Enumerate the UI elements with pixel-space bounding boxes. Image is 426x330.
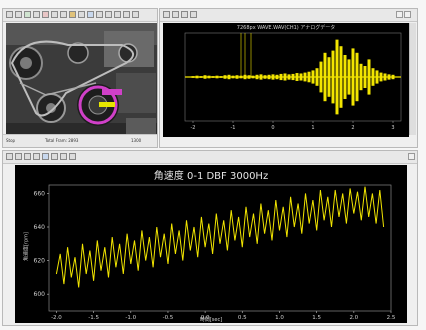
speed-ytick-2: 640 xyxy=(34,224,46,231)
wave-window: 7268px WAVE.WAV(CH1) アナログデータ -2 -1 0 1 2 3 xyxy=(159,8,418,148)
marker-icon[interactable] xyxy=(105,11,112,18)
speed-zoom-icon[interactable] xyxy=(24,153,31,160)
speed-open-icon[interactable] xyxy=(6,153,13,160)
speed-window: 角速度 0-1 DBF 3000Hz 600 620 640 660 -2.0 -1.5 -… xyxy=(2,150,418,326)
speed-title: 角速度 0-1 DBF 3000Hz xyxy=(153,171,269,182)
info-icon[interactable] xyxy=(132,11,139,18)
wave-xtick-3: 1 xyxy=(311,125,314,131)
speed-xtick-6: 1.0 xyxy=(275,315,284,321)
speed-xtick-8: 2.0 xyxy=(349,315,358,321)
wave-plot: 7268px WAVE.WAV(CH1) アナログデータ -2 -1 0 1 2 3 xyxy=(163,23,409,137)
speed-xtick-2: -1.0 xyxy=(125,315,136,321)
camera-window: Stop Total Fram: 2893 1300 xyxy=(2,8,158,148)
wave-zoom-icon[interactable] xyxy=(181,11,188,18)
wave-title: 7268px WAVE.WAV(CH1) アナログデータ xyxy=(236,25,336,31)
speed-ctl-a[interactable] xyxy=(408,153,415,160)
zoom-icon[interactable] xyxy=(51,11,58,18)
measure-icon[interactable] xyxy=(96,11,103,18)
speed-xtick-7: 1.5 xyxy=(312,315,321,321)
wave-ctl-b[interactable] xyxy=(396,11,403,18)
speed-plot: 角速度 0-1 DBF 3000Hz 600 620 640 660 -2.0 -1.5 -… xyxy=(15,165,407,323)
wave-open-icon[interactable] xyxy=(163,11,170,18)
camera-status-bar: Stop Total Fram: 2893 1300 xyxy=(3,134,157,147)
camera-status-frames: Total Fram: 2893 xyxy=(45,138,79,143)
speed-plot-frame xyxy=(48,184,392,312)
speed-series-line xyxy=(55,186,385,288)
grid-icon[interactable] xyxy=(78,11,85,18)
wave-xtick-5: 3 xyxy=(391,125,394,131)
wave-save-icon[interactable] xyxy=(172,11,179,18)
speed-marker-icon[interactable] xyxy=(60,153,67,160)
speed-ylabel: 角速度[rpm] xyxy=(23,232,30,262)
engine-photo xyxy=(6,23,157,139)
settings-icon[interactable] xyxy=(60,11,67,18)
wave-scrollbar[interactable] xyxy=(409,23,416,135)
save-icon[interactable] xyxy=(15,11,22,18)
color-icon[interactable] xyxy=(69,11,76,18)
camera-toolbar xyxy=(3,9,157,22)
engine-image xyxy=(6,23,157,139)
speed-xtick-5: 0.5 xyxy=(238,315,247,321)
print-icon[interactable] xyxy=(114,11,121,18)
stop-icon[interactable] xyxy=(33,11,40,18)
speed-print-icon[interactable] xyxy=(33,153,40,160)
speed-xlabel: 時間[sec] xyxy=(199,317,223,323)
speed-xtick-4: 0.0 xyxy=(201,315,210,321)
wave-xtick-4: 2 xyxy=(351,125,354,131)
speed-ytick-3: 660 xyxy=(34,190,46,197)
wave-ctl-a[interactable] xyxy=(404,11,411,18)
speed-save-icon[interactable] xyxy=(15,153,22,160)
play-icon[interactable] xyxy=(24,11,31,18)
speed-graph-icon[interactable] xyxy=(42,153,49,160)
speed-xtick-9: 2.5 xyxy=(387,315,396,321)
record-icon[interactable] xyxy=(42,11,49,18)
camera-status-left: Stop xyxy=(6,138,16,143)
speed-chart: 600 620 640 660 -2.0 -1.5 -1.0 -0.5 0.0 0.5 1.0 1.5… xyxy=(34,184,396,321)
help-icon[interactable] xyxy=(123,11,130,18)
wave-settings-icon[interactable] xyxy=(190,11,197,18)
wave-toolbar xyxy=(160,9,417,22)
open-icon[interactable] xyxy=(6,11,13,18)
speed-xtick-1: -1.5 xyxy=(88,315,99,321)
speed-ytick-1: 620 xyxy=(34,258,46,265)
speed-toolbar xyxy=(3,151,417,164)
speed-xtick-0: -2.0 xyxy=(51,315,62,321)
speed-xtick-3: -0.5 xyxy=(163,315,174,321)
wave-chart: -2 -1 0 1 2 3 xyxy=(184,32,402,131)
camera-status-right: 1300 xyxy=(131,138,142,143)
wave-xtick-2: 0 xyxy=(271,125,274,131)
speed-ytick-0: 600 xyxy=(34,291,46,298)
speed-grid-icon[interactable] xyxy=(51,153,58,160)
wave-xtick-0: -2 xyxy=(191,125,196,131)
speed-info-icon[interactable] xyxy=(69,153,76,160)
graph-icon[interactable] xyxy=(87,11,94,18)
wave-xtick-1: -1 xyxy=(231,125,236,131)
